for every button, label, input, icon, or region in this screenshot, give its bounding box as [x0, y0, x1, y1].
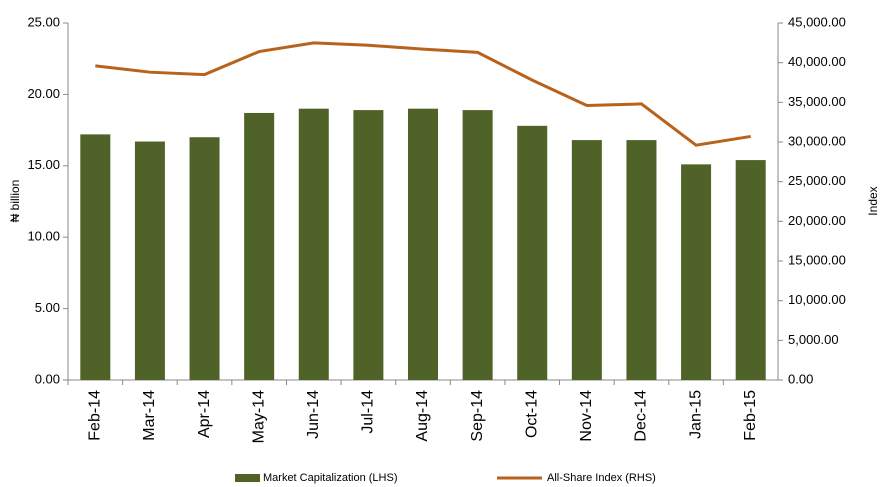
- bar: [80, 134, 111, 380]
- y-axis-label: ₦ billion: [8, 180, 22, 223]
- y2-tick-label: 0.00: [788, 371, 813, 386]
- bar: [134, 141, 165, 380]
- bar: [244, 112, 275, 381]
- bar: [517, 125, 548, 380]
- x-tick-label: Oct-14: [523, 390, 540, 438]
- bar: [189, 137, 220, 380]
- y-tick-label: 5.00: [35, 300, 60, 315]
- y2-tick-label: 20,000.00: [788, 213, 846, 228]
- bar: [353, 110, 384, 380]
- y2-tick-label: 35,000.00: [788, 94, 846, 109]
- y2-tick-label: 45,000.00: [788, 14, 846, 29]
- x-tick-label: Aug-14: [414, 390, 431, 442]
- legend-label: Market Capitalization (LHS): [263, 472, 398, 484]
- y-tick-label: 0.00: [35, 371, 60, 386]
- y-tick-label: 20.00: [27, 86, 60, 101]
- x-tick-label: Nov-14: [578, 390, 595, 442]
- bar: [735, 160, 766, 380]
- x-tick-label: Feb-15: [742, 390, 759, 441]
- bar: [681, 164, 712, 380]
- legend-swatch: [235, 474, 260, 482]
- y2-tick-label: 15,000.00: [788, 252, 846, 267]
- x-tick-label: Jan-15: [687, 390, 704, 439]
- x-tick-label: Sep-14: [469, 390, 486, 442]
- y2-axis-label: Index: [866, 186, 880, 215]
- bar: [626, 140, 657, 380]
- y2-tick-label: 5,000.00: [788, 332, 839, 347]
- line: [95, 41, 751, 147]
- y-tick-label: 25.00: [27, 14, 60, 29]
- x-tick-label: Dec-14: [633, 390, 650, 442]
- bar: [462, 110, 493, 380]
- x-tick-label: Apr-14: [196, 390, 213, 438]
- bar: [408, 108, 438, 381]
- bar: [298, 108, 329, 381]
- bar: [571, 140, 602, 380]
- x-tick-label: Mar-14: [141, 390, 158, 441]
- x-tick-label: May-14: [250, 390, 267, 443]
- y-tick-label: 10.00: [27, 229, 60, 244]
- x-tick-label: Jun-14: [305, 390, 322, 439]
- y-tick-label: 15.00: [27, 157, 60, 172]
- y2-tick-label: 40,000.00: [788, 54, 846, 69]
- legend-label: All-Share Index (RHS): [547, 472, 656, 484]
- x-tick-label: Feb-14: [87, 390, 104, 441]
- y2-tick-label: 25,000.00: [788, 173, 846, 188]
- y2-tick-label: 30,000.00: [788, 133, 846, 148]
- y2-tick-label: 10,000.00: [788, 292, 846, 307]
- x-tick-label: Jul-14: [360, 390, 377, 434]
